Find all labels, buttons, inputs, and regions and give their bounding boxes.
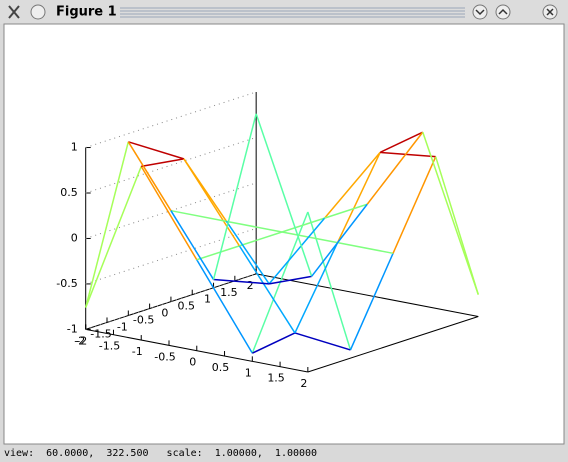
maximize-icon <box>498 8 508 15</box>
y-tick-label: -2 <box>74 334 85 347</box>
mesh-segment <box>380 151 436 158</box>
menu-button[interactable] <box>30 4 46 20</box>
mesh-segment <box>311 203 368 277</box>
mesh-segment <box>196 259 253 354</box>
mesh-segment <box>226 220 283 233</box>
title-decoration <box>120 7 465 18</box>
mesh-segment <box>255 113 313 277</box>
app-icon[interactable] <box>8 5 20 19</box>
mesh-segment <box>281 217 325 233</box>
mesh-segment <box>239 231 283 247</box>
mesh-segment <box>212 113 257 280</box>
x-tick-label: -1 <box>132 345 143 358</box>
y-tick-label: 2 <box>247 279 254 292</box>
mesh-segment <box>238 245 296 334</box>
mesh-segment <box>337 241 394 255</box>
maximize-button[interactable] <box>495 4 511 20</box>
x-tick-label: 0 <box>189 356 196 369</box>
y-tick-label: 0.5 <box>177 300 195 313</box>
minimize-button[interactable] <box>472 4 488 20</box>
mesh-segment <box>170 210 215 280</box>
mesh-segment <box>281 231 338 244</box>
status-bar: view: 60.0000, 322.500 scale: 1.00000, 1… <box>4 448 317 459</box>
mesh-segment <box>324 203 368 219</box>
y-tick-label: -1.5 <box>90 327 111 340</box>
x-tick-label: 2 <box>300 377 307 390</box>
x-tick-label: -1.5 <box>99 340 120 353</box>
mesh-segment <box>85 166 142 308</box>
window-title: Figure 1 <box>56 5 117 20</box>
mesh-segment <box>141 158 184 168</box>
x-tick-label: 0.5 <box>212 361 230 374</box>
mesh-segment <box>336 152 381 243</box>
mesh-segment <box>294 332 351 351</box>
mesh-segment <box>196 245 240 261</box>
mesh-segment <box>366 131 424 205</box>
minimize-icon <box>475 9 485 16</box>
mesh-segment <box>379 131 424 154</box>
mesh-segment <box>268 275 312 285</box>
y-tick-label: 0 <box>161 307 168 320</box>
mesh-segment <box>251 332 296 354</box>
axis-base-edge <box>256 273 479 317</box>
z-tick-label: -1 <box>67 322 78 335</box>
mesh-segment <box>183 158 228 222</box>
y-tick-label: 1.5 <box>220 286 238 299</box>
y-tick-label: -1 <box>117 321 128 334</box>
mesh-segment <box>140 165 198 261</box>
y-tick-label: 1 <box>204 293 211 306</box>
axis-base-edge <box>307 315 479 373</box>
mesh-segment <box>307 211 352 351</box>
mesh-segment <box>225 220 270 285</box>
z-tick-label: 1 <box>71 141 78 154</box>
close-icon <box>546 8 554 16</box>
mesh-segment <box>127 141 172 212</box>
mesh-segment <box>392 156 437 254</box>
z-tick-label: 0.5 <box>60 186 78 199</box>
x-tick-label: 1.5 <box>267 372 285 385</box>
x-tick-label: 1 <box>245 366 252 379</box>
mesh-segment <box>324 151 381 219</box>
mesh-segment <box>294 242 339 334</box>
mesh-segment <box>84 141 130 308</box>
mesh-segment <box>170 209 227 223</box>
mesh-segment <box>422 131 480 295</box>
mesh-segment <box>268 217 326 285</box>
x-tick-label: -2 <box>76 334 87 347</box>
mesh-segment <box>349 253 394 351</box>
mesh-segment <box>128 141 185 160</box>
z-tick-label: 0 <box>71 231 78 244</box>
plot-canvas <box>3 23 565 445</box>
mesh-segment <box>213 278 270 285</box>
x-tick-label: -0.5 <box>154 350 175 363</box>
z-tick-label: -0.5 <box>56 277 77 290</box>
y-tick-label: -0.5 <box>133 314 154 327</box>
